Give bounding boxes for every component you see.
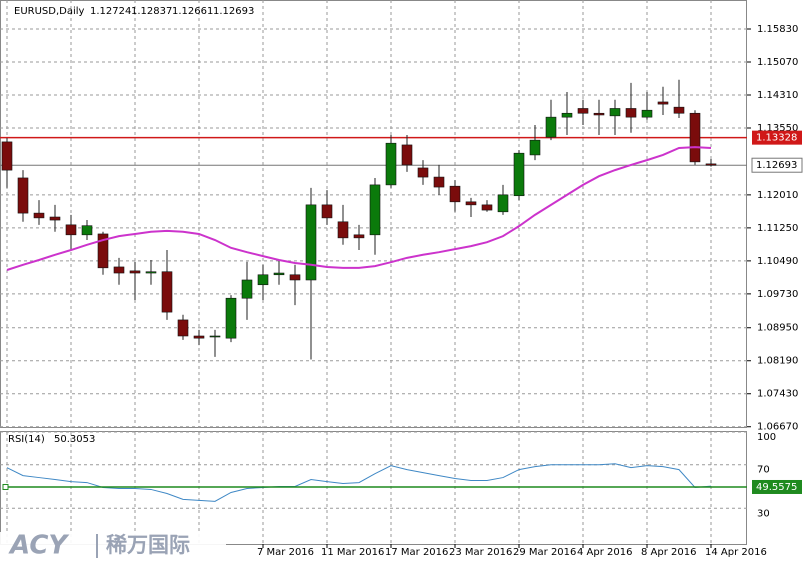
bid-label: 1.12693 bbox=[756, 160, 797, 171]
y-tick-label: 1.08950 bbox=[757, 323, 798, 334]
candle-body bbox=[337, 221, 349, 239]
rsi-value: 50.3053 bbox=[54, 434, 95, 445]
candle-body bbox=[385, 142, 397, 186]
candle-body bbox=[209, 335, 221, 338]
watermark: ACY bbox=[8, 531, 70, 561]
candle-body bbox=[657, 101, 669, 105]
candle-body bbox=[625, 108, 637, 118]
y-tick-label: 1.09730 bbox=[757, 289, 798, 300]
y-tick-label: 1.15070 bbox=[757, 57, 798, 68]
candle-body bbox=[273, 272, 285, 276]
x-tick-label: 23 Mar 2016 bbox=[449, 547, 512, 558]
candle-body bbox=[369, 184, 381, 236]
candle-body bbox=[529, 139, 541, 156]
candle-body bbox=[353, 234, 365, 239]
y-tick-label: 1.06670 bbox=[757, 422, 798, 433]
candle-body bbox=[33, 212, 45, 219]
rsi-level-label: 49.5575 bbox=[756, 482, 797, 493]
candle-body bbox=[321, 204, 333, 219]
x-tick-label: 4 Apr 2016 bbox=[577, 547, 632, 558]
y-tick-label: 1.13550 bbox=[757, 123, 798, 134]
x-tick-label: 7 Mar 2016 bbox=[257, 547, 314, 558]
rsi-tick-label: 70 bbox=[757, 465, 770, 476]
level-box bbox=[752, 130, 802, 145]
y-tick-label: 1.08190 bbox=[757, 356, 798, 367]
candle-body bbox=[257, 274, 269, 286]
x-tick-label: 14 Apr 2016 bbox=[705, 547, 767, 558]
candle-body bbox=[433, 176, 445, 188]
symbol-title: EURUSD,Daily bbox=[14, 6, 85, 17]
candle-body bbox=[225, 297, 237, 339]
candle-body bbox=[49, 216, 61, 221]
candle-body bbox=[609, 108, 621, 117]
candle-body bbox=[465, 201, 477, 206]
candle-body bbox=[545, 116, 557, 138]
candle-body bbox=[113, 266, 125, 274]
candle-body bbox=[161, 271, 173, 313]
candle-body bbox=[705, 163, 717, 166]
header-high: 1.12837 bbox=[131, 6, 172, 17]
rsi-level-box bbox=[752, 479, 802, 494]
y-tick-label: 1.14310 bbox=[757, 90, 798, 101]
candle-body bbox=[81, 225, 93, 236]
candle-body bbox=[97, 233, 109, 269]
marks bbox=[0, 79, 747, 502]
candle-body bbox=[129, 270, 141, 274]
y-tick-label: 1.12010 bbox=[757, 190, 798, 201]
rsi-level-handle bbox=[2, 483, 9, 490]
watermark-bg bbox=[0, 532, 226, 568]
candle-body bbox=[641, 109, 653, 118]
candle-body bbox=[513, 152, 525, 197]
candle-body bbox=[1, 141, 13, 171]
candle-body bbox=[497, 194, 509, 213]
moving-average bbox=[6, 146, 712, 271]
header-low: 1.12661 bbox=[172, 6, 213, 17]
y-tick-label: 1.15830 bbox=[757, 24, 798, 35]
candle-body bbox=[689, 112, 701, 163]
x-tick-label: 11 Mar 2016 bbox=[321, 547, 384, 558]
x-tick-label: 17 Mar 2016 bbox=[385, 547, 448, 558]
candle-body bbox=[145, 271, 157, 274]
main-frame bbox=[0, 0, 747, 428]
candle-body bbox=[177, 319, 189, 337]
candle-body bbox=[593, 112, 605, 116]
y-tick-label: 1.07430 bbox=[757, 389, 798, 400]
rsi-title: RSI(14) bbox=[8, 434, 45, 445]
rsi-line bbox=[6, 463, 712, 502]
y-tick-label: 1.10490 bbox=[757, 256, 798, 267]
rsi-tick-label: 100 bbox=[757, 432, 776, 443]
candle-body bbox=[193, 335, 205, 339]
watermark-cn: 稀万国际 bbox=[106, 533, 190, 557]
candle-body bbox=[417, 167, 429, 178]
header-close: 1.12693 bbox=[213, 6, 254, 17]
level-label: 1.13328 bbox=[756, 133, 797, 144]
y-tick-label: 1.11250 bbox=[757, 223, 798, 234]
candle-body bbox=[481, 204, 493, 211]
candle-body bbox=[65, 224, 77, 236]
candle-body bbox=[241, 279, 253, 299]
candle-body bbox=[577, 108, 589, 114]
candle-body bbox=[17, 177, 29, 214]
candle-body bbox=[289, 274, 301, 281]
x-tick-label: 8 Apr 2016 bbox=[641, 547, 696, 558]
candle-body bbox=[673, 106, 685, 114]
bid-box bbox=[751, 157, 803, 173]
header-open: 1.12724 bbox=[90, 6, 131, 17]
candle-body bbox=[449, 185, 461, 203]
candle-body bbox=[561, 112, 573, 118]
candle-body bbox=[305, 204, 317, 281]
candle-body bbox=[401, 144, 413, 166]
x-tick-label: 29 Mar 2016 bbox=[513, 547, 576, 558]
rsi-tick-label: 30 bbox=[757, 508, 770, 519]
